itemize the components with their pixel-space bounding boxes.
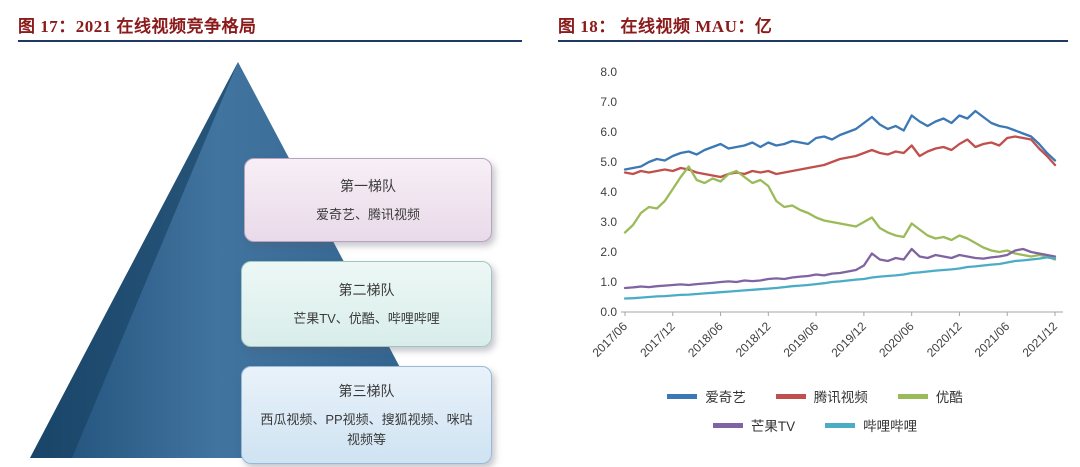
tier-1-name: 第一梯队 bbox=[340, 177, 396, 194]
legend-item: 腾讯视频 bbox=[775, 386, 868, 406]
y-tick-label: 5.0 bbox=[600, 155, 617, 169]
legend-label: 优酷 bbox=[935, 390, 963, 405]
y-tick-label: 2.0 bbox=[600, 245, 617, 259]
legend-swatch-icon bbox=[712, 422, 743, 428]
tier-3-box: 第三梯队 西瓜视频、PP视频、搜狐视频、咪咕视频等 bbox=[241, 366, 492, 464]
tier-2-members: 芒果TV、优酷、哔哩哔哩 bbox=[293, 310, 440, 326]
series-line-芒果TV bbox=[623, 247, 1057, 290]
chart-legend: 爱奇艺 腾讯视频 优酷 芒果TV 哔哩哔哩 bbox=[560, 386, 1070, 444]
x-tick-label: 2017/12 bbox=[637, 319, 678, 360]
legend-label: 腾讯视频 bbox=[813, 390, 868, 405]
y-tick-label: 1.0 bbox=[600, 275, 617, 289]
x-tick-label: 2021/12 bbox=[1020, 319, 1061, 360]
x-tick-label: 2019/06 bbox=[781, 319, 822, 360]
y-tick-label: 7.0 bbox=[600, 95, 617, 109]
tier-1-members: 爱奇艺、腾讯视频 bbox=[315, 206, 420, 222]
x-tick-label: 2021/06 bbox=[972, 319, 1013, 360]
legend-row-1: 爱奇艺 腾讯视频 优酷 bbox=[560, 386, 1070, 406]
legend-label: 芒果TV bbox=[750, 419, 796, 434]
pyramid-graphic bbox=[30, 62, 448, 458]
tier-3-members: 西瓜视频、PP视频、搜狐视频、咪咕视频等 bbox=[260, 412, 473, 447]
legend-item: 优酷 bbox=[897, 386, 963, 406]
x-tick-label: 2020/12 bbox=[924, 319, 965, 360]
y-tick-label: 3.0 bbox=[600, 215, 617, 229]
series-line-优酷 bbox=[623, 165, 1057, 261]
mau-line-chart: 0.0 1.0 2.0 3.0 4.0 5.0 6.0 7.0 8.0 2017/06 2017/1… bbox=[575, 56, 1075, 372]
pyramid-triangle bbox=[30, 62, 448, 458]
legend-swatch-icon bbox=[897, 393, 928, 399]
x-tick-label: 2018/12 bbox=[733, 319, 774, 360]
y-tick-label: 6.0 bbox=[600, 125, 617, 139]
x-tick-label: 2018/06 bbox=[685, 319, 726, 360]
y-tick-label: 4.0 bbox=[600, 185, 617, 199]
x-tick-label: 2017/06 bbox=[590, 319, 631, 360]
series-line-哔哩哔哩 bbox=[623, 256, 1057, 300]
legend-item: 哔哩哔哩 bbox=[825, 415, 917, 435]
series-line-腾讯视频 bbox=[623, 135, 1057, 179]
legend-label: 哔哩哔哩 bbox=[863, 419, 918, 434]
series-line-爱奇艺 bbox=[623, 109, 1057, 171]
figure18-title: 图 18： 在线视频 MAU：亿 bbox=[558, 17, 773, 36]
x-tick-label: 2020/06 bbox=[876, 319, 917, 360]
y-tick-label: 8.0 bbox=[600, 65, 617, 79]
legend-row-2: 芒果TV 哔哩哔哩 bbox=[560, 415, 1070, 435]
tier-2-box: 第二梯队 芒果TV、优酷、哔哩哔哩 bbox=[241, 261, 492, 347]
x-tick-label: 2019/12 bbox=[828, 319, 869, 360]
legend-swatch-icon bbox=[667, 393, 698, 399]
figure18-title-rule bbox=[558, 40, 1068, 42]
tier-3-name: 第三梯队 bbox=[338, 383, 395, 399]
legend-label: 爱奇艺 bbox=[705, 390, 746, 405]
legend-swatch-icon bbox=[775, 393, 806, 399]
legend-swatch-icon bbox=[825, 422, 856, 428]
figure17-title: 图 17：2021 在线视频竞争格局 bbox=[18, 17, 257, 36]
figure17-title-rule bbox=[18, 40, 522, 42]
legend-item: 芒果TV bbox=[712, 415, 796, 435]
tier-1-box: 第一梯队 爱奇艺、腾讯视频 bbox=[244, 158, 492, 242]
pyramid-left-facet bbox=[30, 62, 238, 458]
competition-pyramid-figure: 第一梯队 爱奇艺、腾讯视频 第二梯队 芒果TV、优酷、哔哩哔哩 第三梯队 西瓜视… bbox=[8, 52, 492, 467]
mau-chart-svg: 0.0 1.0 2.0 3.0 4.0 5.0 6.0 7.0 8.0 2017/06 2017/1… bbox=[590, 65, 1063, 360]
tier-2-name: 第二梯队 bbox=[338, 281, 395, 298]
y-tick-label: 0.0 bbox=[600, 305, 617, 319]
legend-item: 爱奇艺 bbox=[667, 386, 746, 406]
